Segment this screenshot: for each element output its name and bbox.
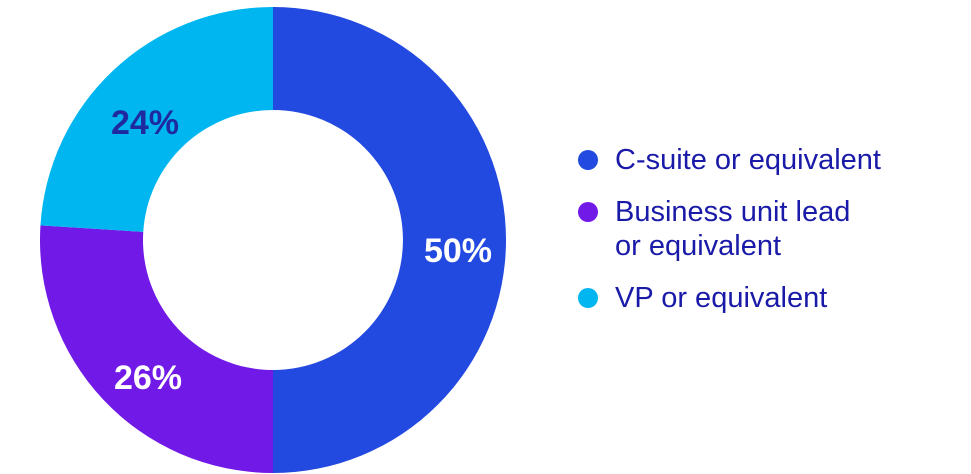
legend-label-line: or equivalent (615, 230, 782, 262)
donut-slices (39, 7, 506, 473)
donut-slice-c-suite (273, 7, 506, 473)
value-label-c-suite: 50% (424, 232, 492, 270)
legend-dot-business-unit-lead (578, 202, 598, 222)
chart-legend: C-suite or equivalent Business unit lead… (578, 138, 968, 328)
legend-label-c-suite: C-suite or equivalent (615, 138, 881, 177)
donut-slice-business-unit-lead (39, 225, 273, 473)
legend-item-c-suite: C-suite or equivalent (578, 138, 968, 177)
legend-label-vp: VP or equivalent (615, 276, 827, 315)
legend-label-line: Business unit lead (615, 196, 851, 228)
legend-label-line: VP or equivalent (615, 282, 828, 314)
value-label-vp: 24% (111, 104, 179, 142)
legend-item-vp: VP or equivalent (578, 276, 968, 315)
legend-dot-vp (578, 288, 598, 308)
legend-item-business-unit-lead: Business unit lead or equivalent (578, 190, 968, 263)
value-label-business-unit-lead: 26% (114, 359, 182, 397)
donut-slice-vp (40, 7, 273, 232)
legend-dot-c-suite (578, 150, 598, 170)
donut-value-labels: 50% 26% 24% (111, 104, 492, 397)
legend-label-line: C-suite or equivalent (615, 144, 881, 176)
legend-label-business-unit-lead: Business unit lead or equivalent (615, 190, 850, 263)
